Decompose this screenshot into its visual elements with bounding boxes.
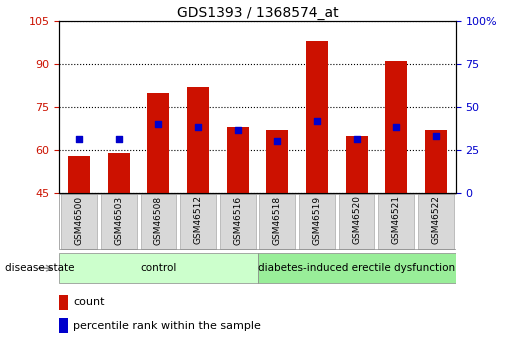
FancyBboxPatch shape <box>220 194 255 249</box>
Text: diabetes-induced erectile dysfunction: diabetes-induced erectile dysfunction <box>258 263 455 273</box>
Text: GSM46522: GSM46522 <box>432 196 440 244</box>
Bar <box>59 295 67 310</box>
Point <box>273 139 281 144</box>
Text: GSM46516: GSM46516 <box>233 196 242 245</box>
Bar <box>59 318 67 333</box>
FancyBboxPatch shape <box>299 194 335 249</box>
Text: GSM46503: GSM46503 <box>114 196 123 245</box>
FancyBboxPatch shape <box>141 194 176 249</box>
FancyBboxPatch shape <box>59 254 258 283</box>
Bar <box>68 156 90 193</box>
Text: disease state: disease state <box>5 263 75 273</box>
Text: GSM46500: GSM46500 <box>75 196 83 245</box>
FancyBboxPatch shape <box>101 194 136 249</box>
Bar <box>108 153 130 193</box>
Title: GDS1393 / 1368574_at: GDS1393 / 1368574_at <box>177 6 338 20</box>
FancyBboxPatch shape <box>61 194 97 249</box>
FancyBboxPatch shape <box>260 194 295 249</box>
Point <box>234 127 242 133</box>
Point <box>75 136 83 141</box>
Text: GSM46508: GSM46508 <box>154 196 163 245</box>
Point <box>432 133 440 138</box>
FancyBboxPatch shape <box>180 194 216 249</box>
Text: percentile rank within the sample: percentile rank within the sample <box>73 321 261 331</box>
Point <box>114 136 123 141</box>
Text: control: control <box>140 263 177 273</box>
FancyBboxPatch shape <box>339 194 374 249</box>
Bar <box>147 92 169 193</box>
Point <box>352 136 360 141</box>
Text: GSM46512: GSM46512 <box>194 196 202 245</box>
Text: GSM46520: GSM46520 <box>352 196 361 245</box>
Bar <box>187 87 209 193</box>
Bar <box>306 41 328 193</box>
Text: GSM46519: GSM46519 <box>313 196 321 245</box>
FancyBboxPatch shape <box>379 194 414 249</box>
Text: count: count <box>73 297 105 307</box>
Point <box>154 121 163 127</box>
FancyBboxPatch shape <box>418 194 454 249</box>
Bar <box>227 127 249 193</box>
Point <box>194 124 202 130</box>
Bar <box>385 61 407 193</box>
FancyBboxPatch shape <box>258 254 456 283</box>
Point <box>313 119 321 124</box>
Text: GSM46518: GSM46518 <box>273 196 282 245</box>
Text: GSM46521: GSM46521 <box>392 196 401 245</box>
Bar <box>425 130 447 193</box>
Point <box>392 124 401 130</box>
Bar <box>266 130 288 193</box>
Bar <box>346 136 368 193</box>
